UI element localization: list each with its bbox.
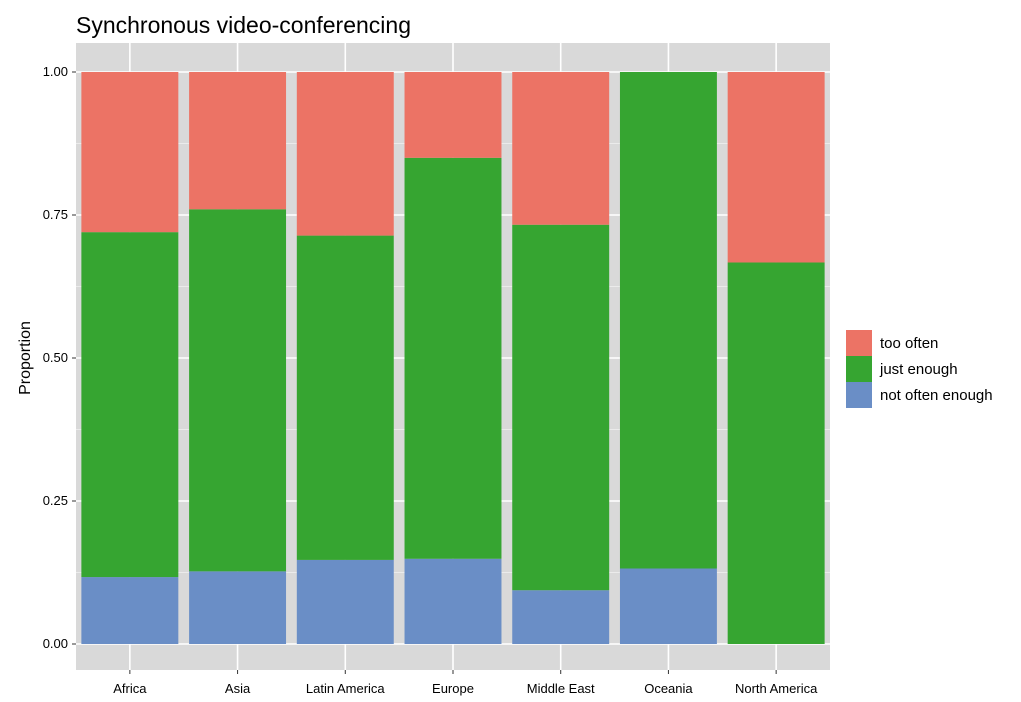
y-tick-label: 1.00 — [43, 64, 68, 79]
legend-key — [846, 330, 872, 356]
legend-item: not often enough — [846, 382, 993, 408]
bar-segment-just-enough — [512, 224, 610, 591]
legend-label: just enough — [879, 361, 958, 378]
bar-segment-just-enough — [296, 235, 394, 560]
bars — [81, 72, 825, 644]
bar-segment-not-often-enough — [296, 559, 394, 644]
x-tick-label: Latin America — [306, 681, 386, 696]
bar-segment-too-often — [512, 72, 610, 225]
legend-label: too often — [880, 335, 938, 352]
bar-segment-too-often — [189, 72, 287, 210]
legend-key — [846, 356, 872, 382]
legend-label: not often enough — [880, 387, 993, 404]
bar-segment-too-often — [404, 72, 502, 158]
y-tick-label: 0.25 — [43, 493, 68, 508]
y-tick-label: 0.00 — [43, 636, 68, 651]
bar-segment-just-enough — [189, 209, 287, 572]
bar-segment-not-often-enough — [404, 558, 502, 644]
bar-segment-too-often — [727, 72, 825, 263]
bar-segment-too-often — [296, 72, 394, 236]
x-tick-label: Oceania — [644, 681, 693, 696]
legend-item: just enough — [846, 356, 958, 382]
bar-segment-not-often-enough — [512, 590, 610, 644]
x-tick-label: Asia — [225, 681, 251, 696]
x-tick-label: Middle East — [527, 681, 595, 696]
legend-key — [846, 382, 872, 408]
y-tick-label: 0.50 — [43, 350, 68, 365]
bar-segment-just-enough — [619, 72, 717, 569]
x-axis-ticks: Africa Asia Latin America Europe Middle East… — [113, 670, 818, 696]
chart-title: Synchronous video-conferencing — [76, 12, 411, 38]
bar-segment-not-often-enough — [81, 577, 179, 644]
x-tick-label: Europe — [432, 681, 474, 696]
x-tick-label: North America — [735, 681, 818, 696]
legend-item: too often — [846, 330, 938, 356]
x-tick-label: Africa — [113, 681, 147, 696]
bar-segment-too-often — [81, 72, 179, 233]
bar-segment-just-enough — [404, 157, 502, 559]
y-tick-label: 0.75 — [43, 207, 68, 222]
bar-segment-just-enough — [727, 262, 825, 644]
bar-segment-just-enough — [81, 232, 179, 578]
legend: too often just enough not often enough — [846, 330, 993, 408]
y-axis-label: Proportion — [17, 321, 34, 395]
y-axis-ticks: 0.00 0.25 0.50 0.75 1.00 — [43, 64, 76, 651]
bar-segment-not-often-enough — [619, 568, 717, 644]
bar-segment-not-often-enough — [189, 571, 287, 644]
